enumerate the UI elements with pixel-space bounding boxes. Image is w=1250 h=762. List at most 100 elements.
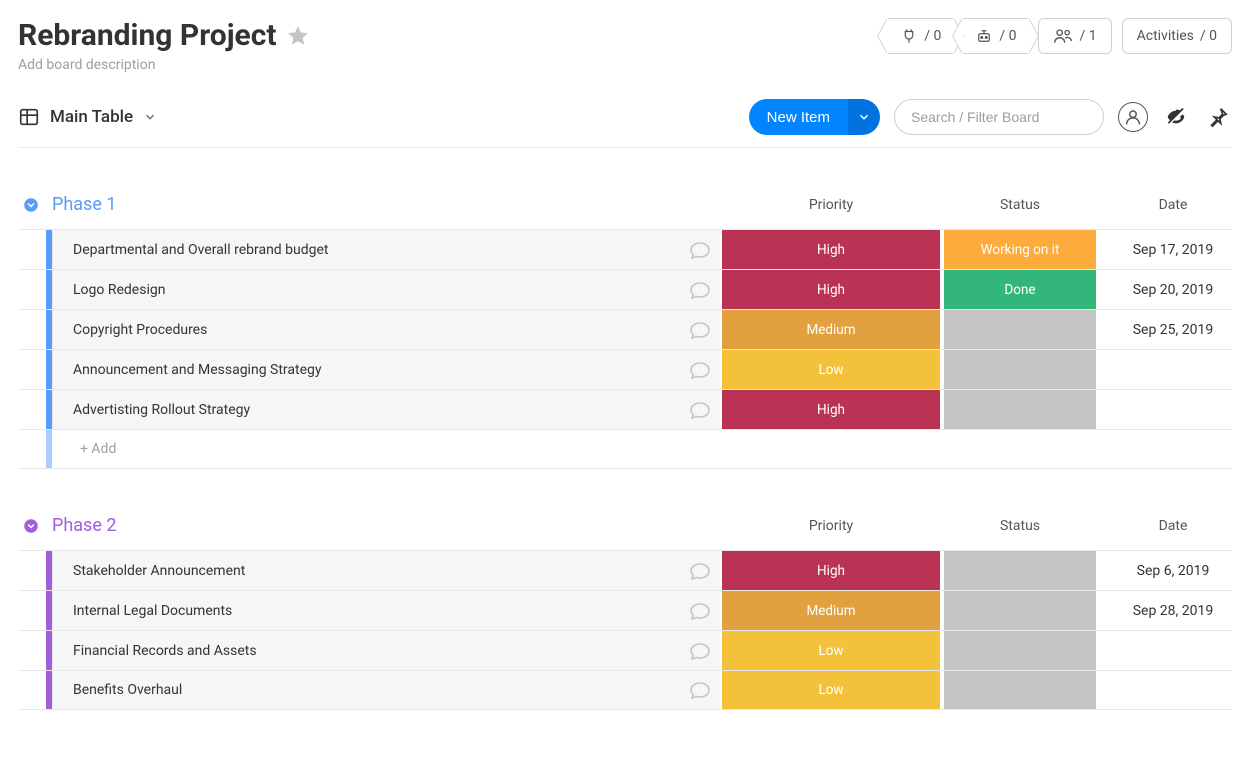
status-cell[interactable] — [942, 671, 1098, 709]
date-cell[interactable] — [1098, 350, 1248, 389]
date-cell[interactable] — [1098, 671, 1248, 709]
table-row: Advertisting Rollout Strategy High — [18, 389, 1232, 429]
priority-cell[interactable]: Low — [720, 671, 942, 709]
row-color-bar-cell — [18, 631, 52, 670]
row-color-bar-cell — [18, 671, 52, 709]
eye-off-icon — [1165, 106, 1187, 128]
chat-icon — [688, 639, 712, 663]
board-description[interactable]: Add board description — [18, 57, 309, 73]
column-header-date[interactable]: Date — [1098, 518, 1248, 534]
view-select[interactable]: Main Table — [18, 106, 157, 128]
integrations-count: / 0 — [924, 28, 941, 44]
groups-root: Phase 1PriorityStatusDateDepartmental an… — [18, 194, 1232, 710]
column-header-status[interactable]: Status — [942, 197, 1098, 213]
item-name-cell[interactable]: Copyright Procedures — [52, 310, 680, 349]
status-cell[interactable] — [942, 551, 1098, 590]
automations-pill[interactable]: / 0 — [963, 18, 1028, 54]
column-header-priority[interactable]: Priority — [720, 518, 942, 534]
status-cell[interactable] — [942, 310, 1098, 349]
conversation-button[interactable] — [680, 310, 720, 349]
board-title[interactable]: Rebranding Project — [18, 18, 277, 53]
date-cell[interactable]: Sep 17, 2019 — [1098, 230, 1248, 269]
collapse-button[interactable] — [18, 196, 52, 214]
new-item-button[interactable]: New Item — [749, 99, 848, 135]
date-cell[interactable]: Sep 28, 2019 — [1098, 591, 1248, 630]
chevron-down-icon — [857, 110, 871, 124]
conversation-button[interactable] — [680, 350, 720, 389]
group-title[interactable]: Phase 2 — [52, 515, 720, 536]
pin-button[interactable] — [1204, 103, 1232, 131]
table-row: Copyright ProceduresMediumSep 25, 2019 — [18, 309, 1232, 349]
add-item-label[interactable]: + Add — [52, 430, 1232, 468]
conversation-button[interactable] — [680, 631, 720, 670]
members-pill[interactable]: / 1 — [1038, 18, 1111, 54]
add-item-row[interactable]: + Add — [18, 429, 1232, 469]
item-name-cell[interactable]: Advertisting Rollout Strategy — [52, 390, 680, 429]
item-name-cell[interactable]: Departmental and Overall rebrand budget — [52, 230, 680, 269]
status-cell[interactable] — [942, 631, 1098, 670]
view-bar: Main Table New Item — [18, 99, 1232, 148]
priority-cell[interactable]: High — [720, 390, 942, 429]
priority-cell[interactable]: Low — [720, 350, 942, 389]
integrations-pill[interactable]: / 0 — [888, 18, 953, 54]
date-cell[interactable] — [1098, 390, 1248, 429]
board-container: Rebranding Project Add board description… — [0, 0, 1250, 710]
item-name-cell[interactable]: Internal Legal Documents — [52, 591, 680, 630]
chat-icon — [688, 318, 712, 342]
conversation-button[interactable] — [680, 551, 720, 590]
activities-pill[interactable]: Activities / 0 — [1122, 18, 1232, 54]
priority-cell[interactable]: Medium — [720, 591, 942, 630]
item-name-cell[interactable]: Stakeholder Announcement — [52, 551, 680, 590]
hide-columns-button[interactable] — [1162, 103, 1190, 131]
table-row: Departmental and Overall rebrand budget H… — [18, 229, 1232, 269]
chevron-down-icon — [143, 110, 157, 124]
column-header-priority[interactable]: Priority — [720, 197, 942, 213]
person-filter-button[interactable] — [1118, 102, 1148, 132]
date-cell[interactable]: Sep 25, 2019 — [1098, 310, 1248, 349]
view-name: Main Table — [50, 107, 133, 127]
group-title[interactable]: Phase 1 — [52, 194, 720, 215]
status-cell[interactable] — [942, 350, 1098, 389]
conversation-button[interactable] — [680, 591, 720, 630]
priority-cell[interactable]: Medium — [720, 310, 942, 349]
date-cell[interactable]: Sep 6, 2019 — [1098, 551, 1248, 590]
column-header-date[interactable]: Date — [1098, 197, 1248, 213]
new-item-dropdown[interactable] — [848, 99, 880, 135]
row-color-bar-cell — [18, 551, 52, 590]
star-icon[interactable] — [287, 25, 309, 47]
item-name-cell[interactable]: Logo Redesign — [52, 270, 680, 309]
date-cell[interactable] — [1098, 631, 1248, 670]
conversation-button[interactable] — [680, 671, 720, 709]
item-name-cell[interactable]: Financial Records and Assets — [52, 631, 680, 670]
status-cell[interactable] — [942, 390, 1098, 429]
search-input[interactable] — [894, 99, 1104, 135]
people-icon — [1053, 26, 1073, 46]
priority-cell[interactable]: High — [720, 551, 942, 590]
group-rows: Stakeholder AnnouncementHighSep 6, 2019I… — [18, 550, 1232, 710]
chat-icon — [688, 678, 712, 702]
row-color-bar-cell — [18, 230, 52, 269]
collapse-button[interactable] — [18, 517, 52, 535]
pin-icon — [1207, 106, 1229, 128]
status-cell[interactable]: Done — [942, 270, 1098, 309]
title-block: Rebranding Project Add board description — [18, 18, 309, 73]
status-cell[interactable] — [942, 591, 1098, 630]
row-color-bar — [46, 430, 52, 468]
conversation-button[interactable] — [680, 270, 720, 309]
chat-icon — [688, 238, 712, 262]
activities-label: Activities — [1137, 28, 1194, 44]
conversation-button[interactable] — [680, 230, 720, 269]
item-name-cell[interactable]: Benefits Overhaul — [52, 671, 680, 709]
title-row: Rebranding Project — [18, 18, 309, 53]
automations-count: / 0 — [999, 28, 1016, 44]
priority-cell[interactable]: High — [720, 270, 942, 309]
item-name-cell[interactable]: Announcement and Messaging Strategy — [52, 350, 680, 389]
status-cell[interactable]: Working on it — [942, 230, 1098, 269]
chat-icon — [688, 358, 712, 382]
chat-icon — [688, 398, 712, 422]
priority-cell[interactable]: High — [720, 230, 942, 269]
conversation-button[interactable] — [680, 390, 720, 429]
priority-cell[interactable]: Low — [720, 631, 942, 670]
date-cell[interactable]: Sep 20, 2019 — [1098, 270, 1248, 309]
column-header-status[interactable]: Status — [942, 518, 1098, 534]
